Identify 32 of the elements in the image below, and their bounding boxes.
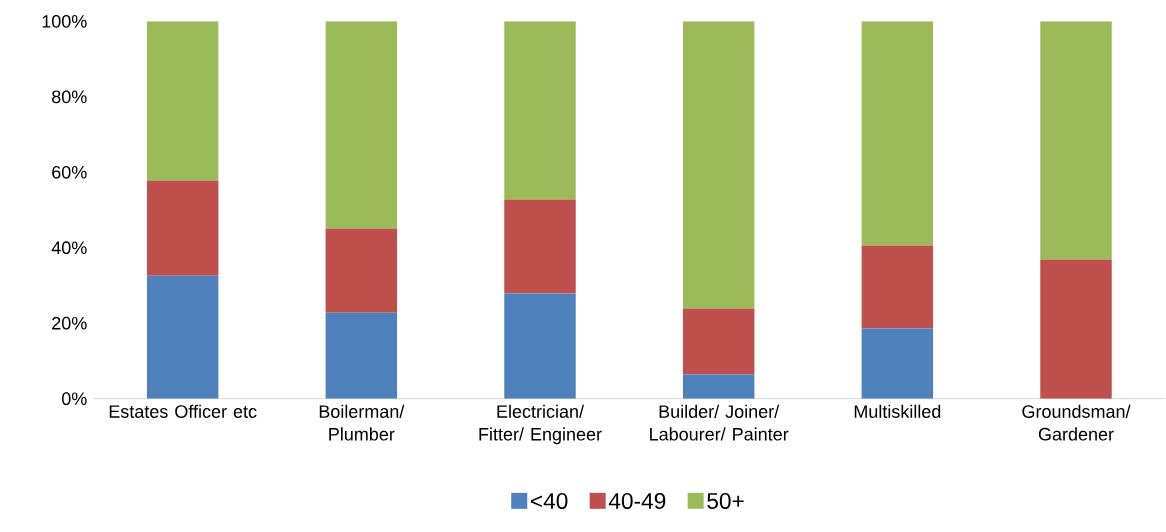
bar: [325, 21, 398, 229]
legend-label: 40-49: [608, 492, 666, 509]
bar: [504, 293, 576, 399]
bar: [504, 21, 576, 200]
bar: [861, 328, 934, 399]
bar: [146, 21, 219, 181]
bar: [325, 228, 398, 313]
y-tick-label: 40%: [51, 241, 87, 255]
legend-label: <40: [531, 492, 568, 509]
x-tick-label: Groundsman/ Gardener: [1022, 404, 1131, 441]
x-tick-label: Builder/ Joiner/ Labourer/ Painter: [650, 404, 789, 441]
y-tick-label: 0%: [61, 392, 87, 406]
bar: [861, 21, 934, 246]
bar: [325, 312, 398, 399]
x-tick-label: Estates Officer etc: [109, 404, 257, 418]
bar: [861, 245, 934, 329]
bar: [146, 180, 219, 276]
x-tick-label: Boilerman/ Plumber: [319, 404, 405, 441]
y-tick-label: 100%: [42, 14, 87, 28]
bar: [146, 275, 219, 399]
x-tick-label: Electrician/ Fitter/ Engineer: [479, 404, 602, 445]
bar: [682, 21, 755, 309]
bar: [1040, 21, 1112, 260]
bar: [682, 308, 755, 375]
y-tick-label: 20%: [52, 316, 87, 330]
y-tick-label: 60%: [52, 165, 87, 179]
x-tick-label: Multiskilled: [854, 404, 941, 418]
bar: [1040, 259, 1112, 399]
legend-label: 50+: [707, 492, 744, 509]
bar: [504, 199, 576, 294]
y-tick-label: 80%: [52, 90, 87, 104]
bar: [682, 374, 755, 399]
